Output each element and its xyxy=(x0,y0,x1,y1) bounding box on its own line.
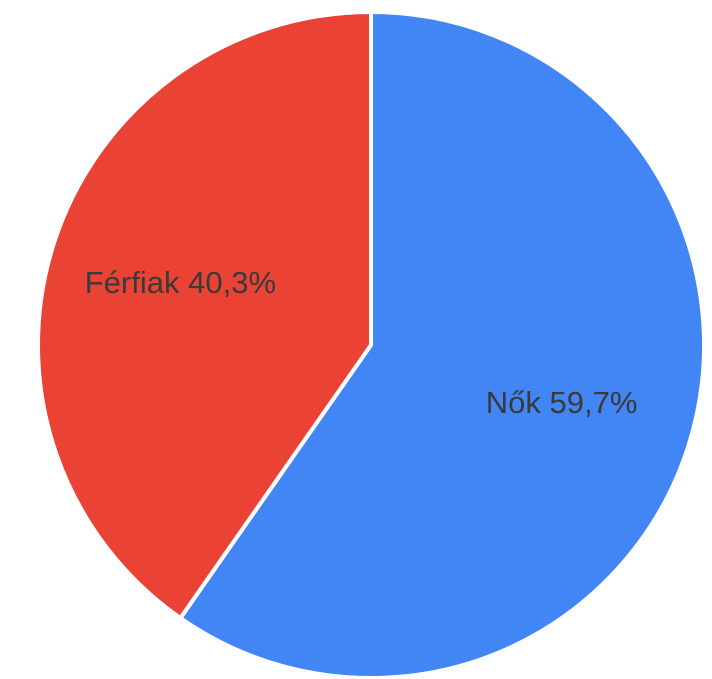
slice-value: 40,3% xyxy=(188,265,276,300)
pie-slice xyxy=(178,10,706,679)
pie-slice xyxy=(36,10,373,621)
slice-label: Férfiak 40,3% xyxy=(85,265,276,300)
slice-category: Nők xyxy=(486,385,542,420)
slice-label: Nők 59,7% xyxy=(486,385,638,420)
slice-value: 59,7% xyxy=(550,385,638,420)
slice-category: Férfiak xyxy=(85,265,180,300)
